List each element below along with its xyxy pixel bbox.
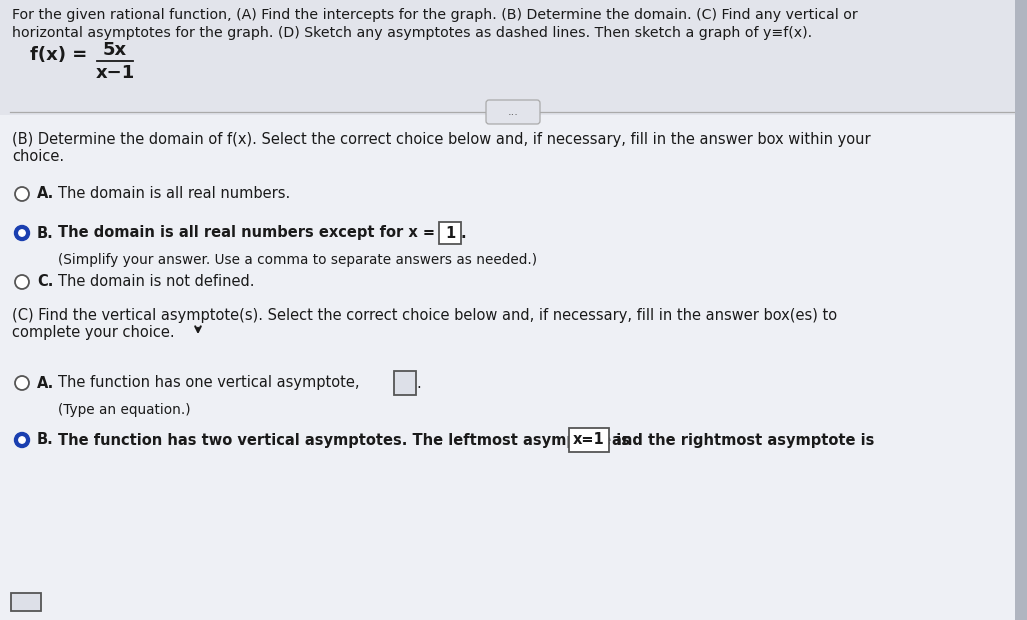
Text: .: . <box>461 226 466 241</box>
Text: .: . <box>416 376 421 391</box>
FancyBboxPatch shape <box>1015 0 1027 620</box>
Text: 1: 1 <box>445 226 455 241</box>
Circle shape <box>18 437 26 443</box>
Text: The function has one vertical asymptote,: The function has one vertical asymptote, <box>58 376 359 391</box>
Text: and the rightmost asymptote is: and the rightmost asymptote is <box>612 433 874 448</box>
Text: For the given rational function, (A) Find the intercepts for the graph. (B) Dete: For the given rational function, (A) Fin… <box>12 8 858 22</box>
FancyBboxPatch shape <box>0 0 1027 115</box>
Circle shape <box>18 230 26 236</box>
Text: The function has two vertical asymptotes. The leftmost asymptote is: The function has two vertical asymptotes… <box>58 433 630 448</box>
Text: x−1: x−1 <box>96 64 135 82</box>
Text: horizontal asymptotes for the graph. (D) Sketch any asymptotes as dashed lines. : horizontal asymptotes for the graph. (D)… <box>12 26 812 40</box>
Text: ...: ... <box>507 107 519 117</box>
Text: (Type an equation.): (Type an equation.) <box>58 403 191 417</box>
Text: 5x: 5x <box>103 41 127 59</box>
Text: The domain is all real numbers except for x =: The domain is all real numbers except fo… <box>58 226 441 241</box>
FancyBboxPatch shape <box>486 100 540 124</box>
Circle shape <box>15 275 29 289</box>
FancyBboxPatch shape <box>394 371 416 395</box>
Text: (C) Find the vertical asymptote(s). Select the correct choice below and, if nece: (C) Find the vertical asymptote(s). Sele… <box>12 308 837 340</box>
Circle shape <box>14 226 30 241</box>
FancyBboxPatch shape <box>11 593 41 611</box>
Circle shape <box>15 187 29 201</box>
Text: A.: A. <box>37 376 54 391</box>
Text: (Simplify your answer. Use a comma to separate answers as needed.): (Simplify your answer. Use a comma to se… <box>58 253 537 267</box>
Text: x=1: x=1 <box>573 433 605 448</box>
Text: B.: B. <box>37 433 53 448</box>
Text: C.: C. <box>37 275 53 290</box>
FancyBboxPatch shape <box>439 222 461 244</box>
Text: The domain is not defined.: The domain is not defined. <box>58 275 255 290</box>
Circle shape <box>14 433 30 448</box>
FancyBboxPatch shape <box>569 428 609 452</box>
Circle shape <box>15 376 29 390</box>
Text: (B) Determine the domain of f(x). Select the correct choice below and, if necess: (B) Determine the domain of f(x). Select… <box>12 132 871 164</box>
Text: f(x) =: f(x) = <box>30 46 87 64</box>
Text: The domain is all real numbers.: The domain is all real numbers. <box>58 187 291 202</box>
Text: A.: A. <box>37 187 54 202</box>
Text: B.: B. <box>37 226 53 241</box>
